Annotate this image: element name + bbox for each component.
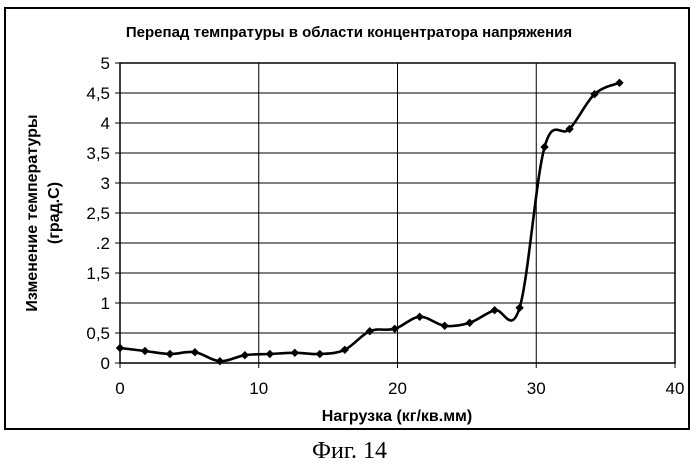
grid-lines	[115, 62, 676, 368]
data-point-marker	[290, 348, 300, 357]
x-tick-label: 0	[115, 379, 124, 398]
data-point-marker	[415, 312, 424, 321]
x-axis-label: Нагрузка (кг/кв.мм)	[322, 408, 472, 425]
data-point-marker	[190, 348, 200, 357]
y-tick-label: 5	[101, 54, 110, 73]
data-point-marker	[590, 90, 599, 99]
y-axis-label-line-1: Изменение температуры	[24, 114, 41, 311]
data-point-marker	[140, 346, 150, 356]
y-tick-label: 4	[101, 114, 110, 133]
y-tick-label: 3,5	[86, 144, 110, 163]
data-point-marker	[490, 306, 499, 315]
y-tick-label: 0,5	[86, 324, 110, 343]
y-tick-label: 4,5	[86, 84, 110, 103]
y-tick-label: 1	[101, 294, 110, 313]
data-point-marker	[540, 142, 549, 152]
series-layer	[115, 78, 624, 366]
y-tick-label: 1,5	[86, 264, 110, 283]
y-axis-label-line-2: (град.С)	[46, 182, 63, 244]
x-tick-label: 20	[388, 379, 407, 398]
y-axis-label: Изменение температуры (град.С)	[24, 114, 63, 311]
figure-caption: Фиг. 14	[312, 438, 387, 464]
x-tick-label: 10	[249, 379, 268, 398]
x-tick-label: 30	[527, 379, 546, 398]
data-point-marker	[240, 351, 250, 360]
data-point-marker	[515, 303, 524, 312]
data-point-marker	[440, 321, 449, 330]
data-point-marker	[365, 327, 374, 336]
data-point-marker	[115, 343, 125, 353]
chart-svg: Перепад темпратуры в области концентрато…	[24, 24, 684, 425]
data-point-marker	[615, 78, 624, 87]
x-tick-label: 40	[666, 379, 685, 398]
data-point-marker	[565, 124, 574, 134]
chart-frame: Перепад темпратуры в области концентрато…	[4, 7, 690, 430]
data-point-marker	[265, 349, 275, 359]
data-point-marker	[340, 345, 349, 354]
series-line	[119, 81, 621, 363]
data-point-marker	[390, 324, 399, 333]
chart-title: Перепад темпратуры в области концентрато…	[126, 24, 572, 41]
y-tick-label: 2,5	[86, 204, 110, 223]
y-tick-label: 3	[101, 174, 110, 193]
data-point-marker	[315, 349, 324, 359]
data-point-marker	[215, 357, 225, 366]
data-point-marker	[165, 349, 175, 359]
data-point-marker	[465, 318, 474, 327]
y-tick-label: .2	[96, 234, 110, 253]
tick-labels: 0 0,5 1 1,5 .2 2,5 3 3,5 4 4,5 5 0 10 20 30 40	[86, 54, 684, 398]
y-tick-label: 0	[101, 354, 110, 373]
